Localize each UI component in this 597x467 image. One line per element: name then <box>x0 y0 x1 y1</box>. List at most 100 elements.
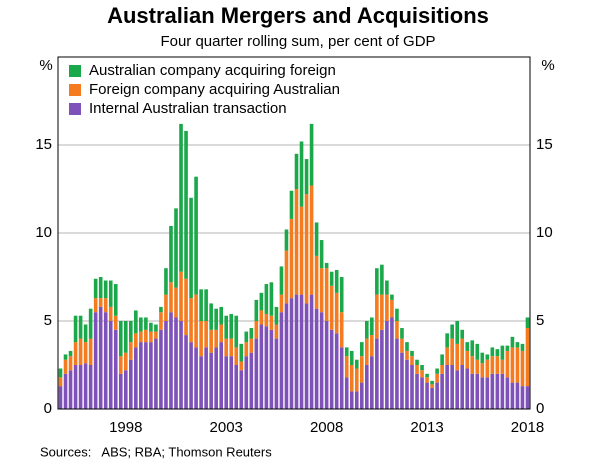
bar-segment <box>204 347 208 409</box>
bar-segment <box>334 292 339 334</box>
bar-segment <box>179 271 183 321</box>
bar-segment <box>415 365 419 374</box>
bar-segment <box>294 153 299 189</box>
bar-segment <box>299 141 304 207</box>
bar-segment <box>324 262 329 269</box>
bar-segment <box>324 268 329 321</box>
bar-segment <box>400 352 404 409</box>
bar-segment <box>98 277 103 299</box>
bar-segment <box>149 342 153 409</box>
bar-segment <box>435 368 439 374</box>
bar-segment <box>490 347 495 357</box>
bar-segment <box>169 282 173 313</box>
legend-label: Foreign company acquiring Australian <box>89 81 340 98</box>
bar-segment <box>118 321 123 357</box>
bar-segment <box>144 317 148 330</box>
bar-segment <box>123 321 128 353</box>
bar-segment <box>113 284 118 316</box>
bar-segment <box>495 373 500 409</box>
bar-segment <box>209 329 213 353</box>
bar-segment <box>159 306 163 313</box>
bar-segment <box>405 359 409 409</box>
bar-segment <box>370 356 374 409</box>
bar-segment <box>445 347 449 365</box>
bar-segment <box>344 356 349 378</box>
bar-segment <box>129 359 133 409</box>
bar-segment <box>274 306 279 325</box>
bar-segment <box>93 312 98 409</box>
bar-segment <box>329 271 334 286</box>
bar-segment <box>485 354 490 360</box>
bar-segment <box>154 331 158 339</box>
bar-segment <box>199 356 203 409</box>
bar-segment <box>279 294 284 313</box>
bar-segment <box>289 298 294 409</box>
bar-segment <box>400 328 404 339</box>
bar-segment <box>299 206 304 295</box>
bar-segment <box>249 328 254 339</box>
bar-segment <box>294 294 299 409</box>
bar-segment <box>430 387 434 409</box>
bar-segment <box>264 326 269 409</box>
bar-segment <box>450 365 454 409</box>
bar-segment <box>304 194 309 304</box>
bar-segment <box>354 359 359 369</box>
source-note: Sources: ABS; RBA; Thomson Reuters <box>40 444 272 459</box>
bar-segment <box>500 373 505 409</box>
bar-segment <box>319 268 324 313</box>
bar-segment <box>224 315 229 339</box>
bar-segment <box>440 373 444 409</box>
bar-segment <box>249 352 254 409</box>
bar-segment <box>174 287 178 318</box>
legend-swatch <box>69 103 81 115</box>
bar-segment <box>144 342 148 409</box>
bar-segment <box>209 303 213 330</box>
bar-segment <box>349 391 354 409</box>
bar-segment <box>314 222 319 256</box>
legend-label: Australian company acquiring foreign <box>89 62 336 79</box>
bar-segment <box>103 312 108 409</box>
bar-segment <box>319 312 324 409</box>
bar-segment <box>304 303 309 409</box>
y-axis-label: % <box>39 57 52 74</box>
bar-segment <box>254 321 259 339</box>
bar-segment <box>113 315 118 330</box>
bar-segment <box>219 324 223 343</box>
bar-segment <box>274 338 279 409</box>
bar-segment <box>480 352 485 364</box>
bar-segment <box>83 342 88 364</box>
bar-segment <box>390 317 394 409</box>
bar-segment <box>354 391 359 409</box>
bar-segment <box>359 382 364 409</box>
bar-segment <box>83 324 88 343</box>
bar-segment <box>174 208 178 288</box>
bar-segment <box>204 289 208 321</box>
bar-segment <box>380 264 384 295</box>
bar-segment <box>194 176 198 295</box>
bar-segment <box>309 123 314 186</box>
bar-segment <box>405 350 409 360</box>
bar-segment <box>430 384 434 388</box>
bar-segment <box>73 365 78 409</box>
bar-segment <box>189 342 193 409</box>
bar-segment <box>329 285 334 330</box>
bar-segment <box>420 370 424 378</box>
x-tick-label: 2013 <box>410 419 443 436</box>
bar-segment <box>73 342 78 365</box>
bar-segment <box>108 306 113 321</box>
bar-segment <box>415 373 419 409</box>
bar-segment <box>149 322 153 332</box>
bar-segment <box>390 299 394 318</box>
bar-segment <box>395 338 399 409</box>
bar-segment <box>229 338 234 357</box>
bar-segment <box>365 338 369 365</box>
bar-segment <box>254 338 259 409</box>
bar-segment <box>68 370 73 409</box>
bar-segment <box>134 333 138 348</box>
bar-segment <box>139 342 143 409</box>
x-tick-label: 2018 <box>511 419 544 436</box>
bar-segment <box>199 289 203 321</box>
bar-segment <box>294 189 299 295</box>
bar-segment <box>254 299 259 321</box>
bar-segment <box>395 321 399 339</box>
